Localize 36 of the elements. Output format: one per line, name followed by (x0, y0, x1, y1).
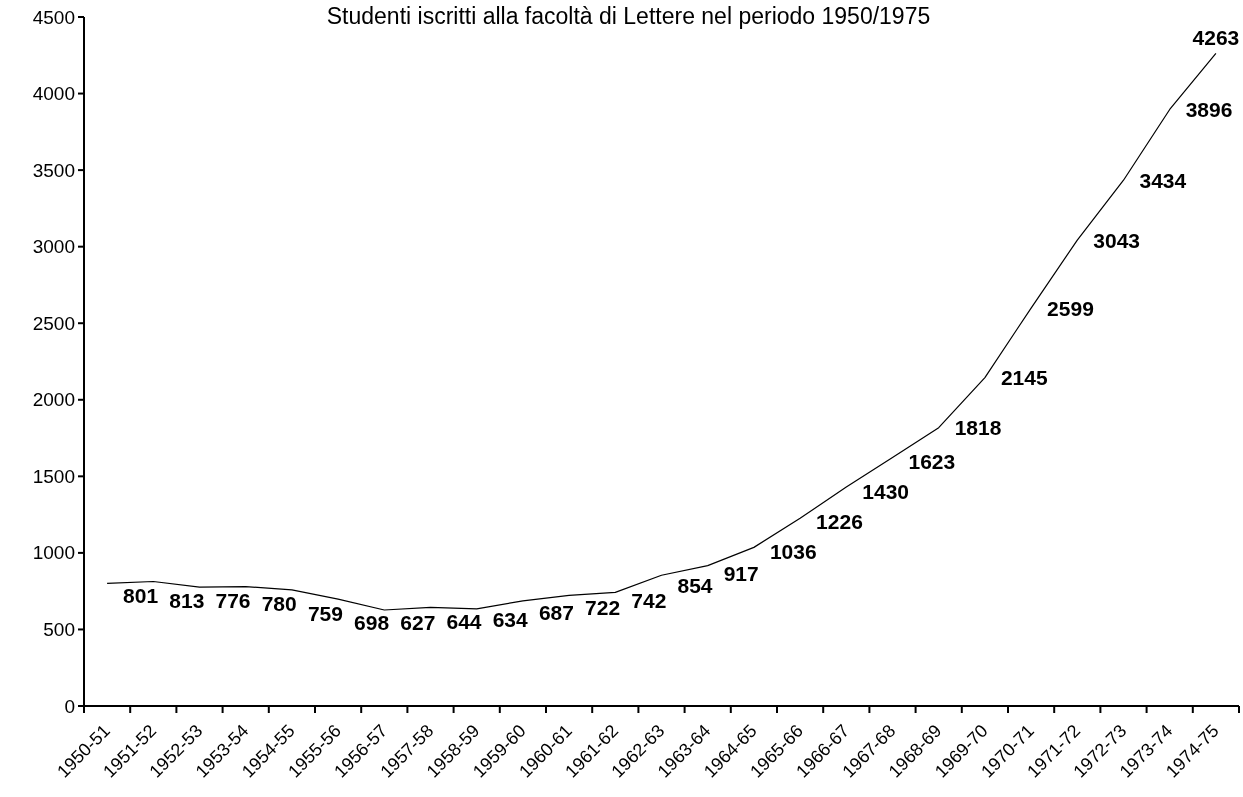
y-tick-label: 4500 (32, 6, 75, 28)
data-label: 801 (123, 584, 159, 608)
y-tick-label: 1500 (32, 465, 75, 487)
y-tick-label: 2500 (32, 312, 75, 334)
data-label: 1430 (862, 479, 910, 503)
data-label: 1623 (908, 449, 956, 473)
y-tick-label: 0 (64, 695, 75, 717)
data-label: 722 (585, 596, 621, 620)
data-label: 687 (538, 600, 574, 624)
data-label: 1036 (769, 540, 817, 564)
data-label: 854 (677, 573, 713, 597)
y-tick-label: 3500 (32, 159, 75, 181)
y-tick-label: 3000 (32, 236, 75, 258)
data-label: 776 (215, 588, 251, 612)
data-label: 780 (261, 592, 297, 616)
y-tick-label: 2000 (32, 389, 75, 411)
data-label: 759 (307, 601, 343, 625)
data-label: 634 (492, 607, 529, 631)
data-label: 3043 (1093, 228, 1141, 252)
data-label: 2599 (1047, 296, 1094, 320)
data-label: 698 (354, 611, 390, 635)
data-label: 813 (169, 588, 205, 612)
data-label: 2145 (1000, 366, 1048, 390)
data-label: 917 (723, 561, 759, 585)
data-label: 4263 (1192, 25, 1240, 49)
chart-title: Studenti iscritti alla facoltà di Lettere nel periodo 1950/1975 (326, 3, 931, 29)
data-label: 1226 (816, 510, 863, 534)
y-tick-label: 500 (43, 618, 75, 640)
data-label: 742 (631, 588, 667, 612)
data-label: 627 (400, 610, 436, 634)
y-tick-label: 4000 (32, 83, 75, 105)
data-label: 3896 (1185, 97, 1233, 121)
data-label: 1818 (954, 416, 1002, 440)
data-label: 644 (446, 610, 482, 634)
data-label: 3434 (1139, 168, 1187, 192)
y-tick-label: 1000 (32, 542, 75, 564)
